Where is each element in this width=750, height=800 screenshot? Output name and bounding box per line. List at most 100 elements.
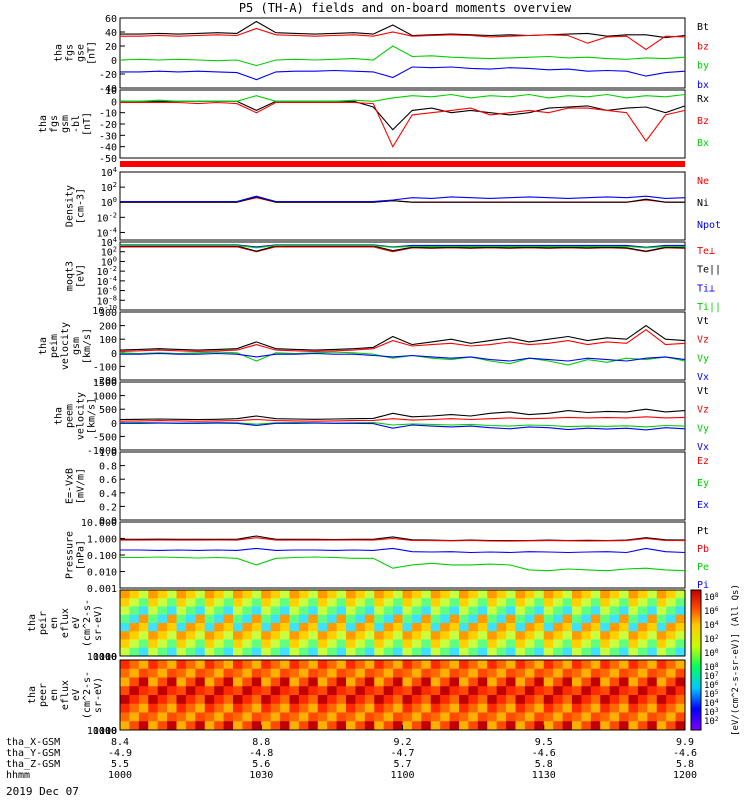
spectrogram-cell bbox=[572, 677, 582, 687]
spectrogram-cell bbox=[590, 590, 601, 599]
spectrogram-cell bbox=[487, 703, 498, 713]
spectrogram-cell bbox=[242, 631, 253, 640]
spectrogram-cell bbox=[280, 712, 290, 722]
spectrogram-cell bbox=[289, 598, 300, 607]
spectrogram-cell bbox=[600, 721, 611, 731]
y-tick-label: 0.6 bbox=[99, 475, 117, 486]
y-tick-label: 10-2 bbox=[97, 211, 117, 224]
spectrogram-cell bbox=[675, 623, 686, 632]
spectrogram-cell bbox=[393, 712, 403, 722]
spectrogram-cell bbox=[289, 647, 300, 657]
spectrogram-cell bbox=[411, 590, 422, 599]
spectrogram-cell bbox=[374, 639, 385, 649]
spectrogram-cell bbox=[572, 695, 582, 705]
spectrogram-cell bbox=[675, 631, 686, 640]
spectrogram-cell bbox=[185, 631, 196, 640]
y-axis-label: eflux bbox=[60, 608, 71, 638]
spectrogram-cell bbox=[421, 668, 432, 678]
spectrogram-cell bbox=[619, 686, 629, 696]
spectrogram-cell bbox=[364, 677, 375, 687]
y-tick-label: 100 bbox=[99, 726, 117, 737]
panel-frame bbox=[119, 311, 686, 381]
x-tick-label: 1000 bbox=[108, 770, 132, 781]
spectrogram-cell bbox=[383, 686, 394, 696]
spectrogram-cell bbox=[204, 712, 215, 722]
spectrogram-cell bbox=[449, 721, 460, 731]
y-tick-label: 0.4 bbox=[99, 489, 117, 500]
spectrogram-cell bbox=[496, 639, 507, 649]
spectrogram-cell bbox=[214, 623, 225, 632]
series-line-Vy bbox=[119, 351, 686, 366]
spectrogram-cell bbox=[440, 660, 451, 670]
spectrogram-cell bbox=[581, 660, 592, 670]
spectrogram-cell bbox=[233, 639, 243, 649]
spectrogram-cell bbox=[214, 668, 225, 678]
spectrogram-cell bbox=[421, 614, 432, 624]
spectrogram-cell bbox=[129, 721, 140, 731]
spectrogram-cell bbox=[204, 668, 215, 678]
spectrogram-cell bbox=[459, 647, 469, 657]
spectrogram-cell bbox=[327, 712, 338, 722]
spectrogram-cell bbox=[496, 712, 507, 722]
y-tick-label: 1.000 bbox=[87, 535, 117, 546]
spectrogram-cell bbox=[383, 623, 394, 632]
spectrogram-cell bbox=[223, 598, 234, 607]
spectrogram-cell bbox=[515, 712, 526, 722]
spectrogram-cell bbox=[204, 606, 215, 616]
spectrogram-cell bbox=[195, 686, 206, 696]
spectrogram-cell bbox=[524, 660, 535, 670]
spectrogram-cell bbox=[609, 703, 620, 713]
spectrogram-cell bbox=[459, 686, 469, 696]
spectrogram-cell bbox=[600, 712, 611, 722]
spectrogram-cell bbox=[242, 590, 253, 599]
spectrogram-cell bbox=[120, 721, 130, 731]
spectrogram-cell bbox=[506, 695, 516, 705]
spectrogram-cell bbox=[411, 623, 422, 632]
spectrogram-cell bbox=[157, 686, 168, 696]
spectrogram-cell bbox=[581, 686, 592, 696]
spectrogram-cell bbox=[440, 598, 451, 607]
spectrogram-cell bbox=[261, 660, 272, 670]
spectrogram-cell bbox=[355, 590, 366, 599]
spectrogram-cell bbox=[562, 598, 573, 607]
spectrogram-cell bbox=[129, 639, 140, 649]
spectrogram-cell bbox=[280, 639, 290, 649]
spectrogram-cell bbox=[477, 721, 488, 731]
spectrogram-cell bbox=[609, 695, 620, 705]
spectrogram-cell bbox=[120, 614, 130, 624]
spectrogram-cell bbox=[515, 677, 526, 687]
spectrogram-cell bbox=[534, 695, 545, 705]
spectrogram-cell bbox=[590, 712, 601, 722]
spectrogram-cell bbox=[581, 631, 592, 640]
spectrogram-cell bbox=[374, 686, 385, 696]
spectrogram-cell bbox=[346, 703, 356, 713]
spectrogram-cell bbox=[572, 712, 582, 722]
spectrogram-cell bbox=[393, 598, 403, 607]
spectrogram-cell bbox=[129, 686, 140, 696]
spectrogram-cell bbox=[666, 686, 677, 696]
spectrogram-cell bbox=[430, 647, 441, 657]
panel-frame bbox=[119, 241, 686, 311]
spectrogram-cell bbox=[487, 695, 498, 705]
spectrogram-cell bbox=[402, 598, 413, 607]
spectrogram-cell bbox=[393, 721, 403, 731]
spectrogram-cell bbox=[572, 631, 582, 640]
spectrogram-cell bbox=[430, 639, 441, 649]
spectrogram-cell bbox=[374, 721, 385, 731]
spectrogram-cell bbox=[167, 639, 177, 649]
spectrogram-cell bbox=[487, 590, 498, 599]
spectrogram-cell bbox=[280, 668, 290, 678]
spectrogram-cell bbox=[477, 606, 488, 616]
spectrogram-cell bbox=[468, 590, 479, 599]
spectrogram-cell bbox=[553, 703, 564, 713]
spectrogram-cell bbox=[487, 614, 498, 624]
spectrogram-cell bbox=[364, 686, 375, 696]
spectrogram-cell bbox=[553, 623, 564, 632]
y-tick-label: 20 bbox=[105, 42, 117, 53]
y-axis-label: peim bbox=[49, 334, 60, 358]
spectrogram-cell bbox=[468, 677, 479, 687]
y-axis-label: fgs bbox=[49, 115, 60, 133]
spectrogram-cell bbox=[421, 631, 432, 640]
spectrogram-cell bbox=[214, 598, 225, 607]
